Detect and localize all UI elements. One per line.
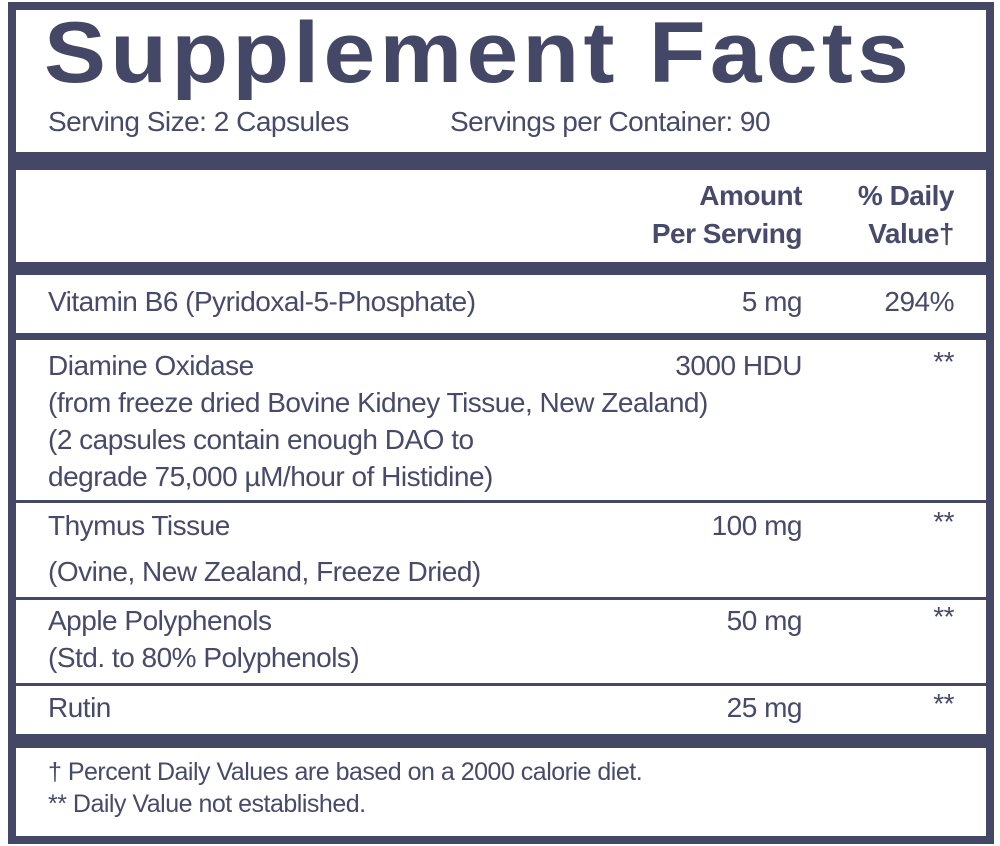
dv-header-1: % Daily: [857, 180, 955, 211]
amount-header-2: Per Serving: [651, 218, 803, 249]
nutrient-dv: 294%: [884, 286, 954, 317]
nutrient-amount: 5 mg: [741, 286, 803, 317]
nutrient-dv: **: [933, 506, 954, 537]
divider-thick: [8, 262, 994, 275]
footnote-not-established: ** Daily Value not established.: [48, 790, 366, 818]
servings-per-container: Servings per Container: 90: [450, 106, 771, 137]
nutrient-name: Vitamin B6 (Pyridoxal-5-Phosphate): [48, 286, 476, 317]
serving-size: Serving Size: 2 Capsules: [48, 106, 349, 137]
divider: [8, 597, 994, 600]
nutrient-dv: **: [933, 346, 954, 377]
nutrient-amount: 100 mg: [711, 510, 803, 541]
divider-thick: [8, 152, 994, 170]
divider: [8, 500, 994, 503]
nutrient-note: (2 capsules contain enough DAO to: [48, 424, 474, 455]
nutrient-source: (Ovine, New Zealand, Freeze Dried): [48, 556, 481, 587]
nutrient-dv: **: [933, 688, 954, 719]
divider: [8, 333, 994, 340]
amount-header-1: Amount: [699, 180, 802, 211]
nutrient-amount: 3000 HDU: [675, 350, 802, 381]
nutrient-name: Rutin: [48, 692, 111, 723]
nutrient-amount: 25 mg: [726, 692, 803, 723]
nutrient-source: (Std. to 80% Polyphenols): [48, 642, 360, 673]
nutrient-name: Apple Polyphenols: [48, 605, 272, 636]
divider: [8, 683, 994, 686]
nutrient-source: (from freeze dried Bovine Kidney Tissue,…: [48, 387, 708, 418]
supplement-facts-panel: [8, 2, 994, 844]
dv-header-2: Value†: [868, 218, 954, 249]
divider-thick: [8, 734, 994, 748]
nutrient-note: degrade 75,000 µM/hour of Histidine): [48, 461, 493, 492]
nutrient-dv: **: [933, 601, 954, 632]
nutrient-amount: 50 mg: [726, 605, 803, 636]
panel-title: Supplement Facts: [44, 5, 914, 101]
footnote-daily-values: † Percent Daily Values are based on a 20…: [48, 758, 643, 786]
nutrient-name: Thymus Tissue: [48, 510, 230, 541]
nutrient-name: Diamine Oxidase: [48, 350, 254, 381]
